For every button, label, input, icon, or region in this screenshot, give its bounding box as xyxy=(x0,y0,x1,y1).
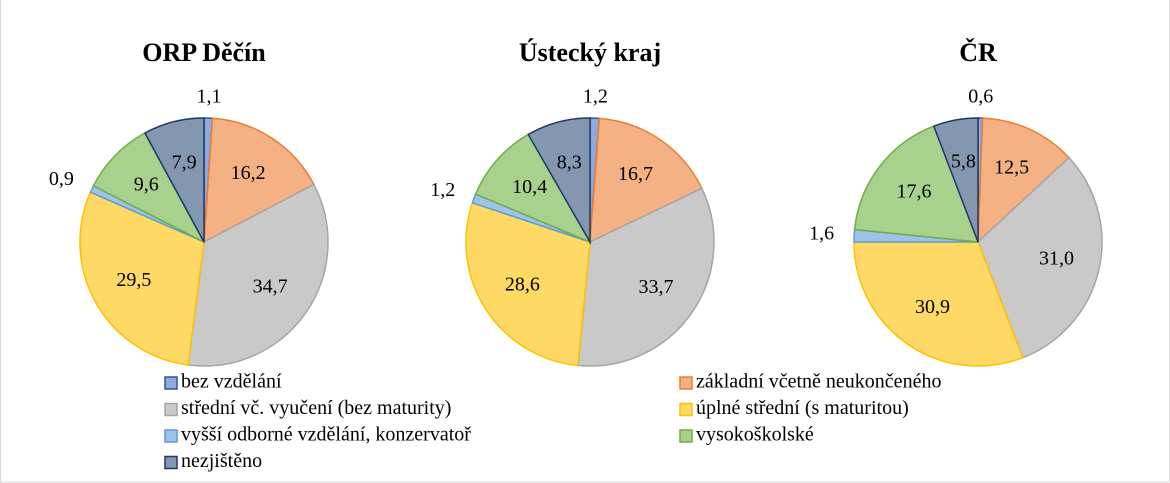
data-label: 16,7 xyxy=(618,163,653,185)
pie-title: ČR xyxy=(959,38,997,67)
legend-swatch xyxy=(164,376,178,390)
legend-label: střední vč. vyučení (bez maturity) xyxy=(181,397,451,419)
pie-title: Ústecký kraj xyxy=(519,38,661,67)
data-label: 30,9 xyxy=(915,296,950,318)
pie-slice xyxy=(187,183,329,367)
pie-slice xyxy=(474,133,592,244)
data-label: 0,9 xyxy=(49,168,74,190)
data-label: 1,2 xyxy=(583,86,608,108)
pie-title: ORP Děčín xyxy=(142,38,266,67)
data-label: 29,5 xyxy=(116,269,151,291)
legend-swatch xyxy=(679,376,693,390)
legend-label: vysokoškolské xyxy=(696,424,814,446)
pie-slice xyxy=(143,117,205,243)
legend-swatch xyxy=(164,455,178,470)
pie-slice xyxy=(977,156,1103,359)
data-label: 34,7 xyxy=(253,276,288,298)
data-label: 9,6 xyxy=(134,173,159,195)
data-label: 0,6 xyxy=(968,86,993,108)
pie-slice xyxy=(203,117,315,244)
pie-slice xyxy=(977,117,1070,244)
legend-label: základní včetně neukončeného xyxy=(696,371,941,393)
data-label: 5,8 xyxy=(951,150,976,172)
data-label: 10,4 xyxy=(512,176,547,198)
legend-swatch xyxy=(679,429,693,443)
legend-swatch xyxy=(164,429,178,443)
legend-swatch xyxy=(679,402,693,417)
pie-slice xyxy=(853,241,1024,367)
legend-label: vyšší odborné vzdělání, konzervatoř xyxy=(181,424,471,446)
legend-label: nezjištěno xyxy=(181,450,262,472)
data-label: 33,7 xyxy=(639,276,674,298)
data-label: 1,1 xyxy=(196,86,221,108)
pie-slice xyxy=(79,191,205,366)
legend-label: bez vzdělání xyxy=(181,371,282,393)
data-label: 31,0 xyxy=(1039,248,1074,270)
pie-slice xyxy=(527,117,591,245)
data-label: 17,6 xyxy=(897,181,932,203)
pie-slice xyxy=(932,117,979,243)
data-label: 8,3 xyxy=(557,152,582,174)
pie-slice xyxy=(577,187,715,367)
legend-swatch xyxy=(164,402,178,417)
pie-slice xyxy=(589,117,703,244)
data-label: 7,9 xyxy=(172,151,197,173)
pie-slice xyxy=(465,201,591,367)
pie-slice xyxy=(92,131,206,244)
data-label: 12,5 xyxy=(994,156,1029,178)
data-label: 28,6 xyxy=(505,273,540,295)
data-label: 1,6 xyxy=(809,222,834,244)
legend-label: úplné střední (s maturitou) xyxy=(696,397,909,419)
data-label: 16,2 xyxy=(231,162,266,184)
pie-slice xyxy=(853,125,980,243)
data-label: 1,2 xyxy=(430,179,455,201)
